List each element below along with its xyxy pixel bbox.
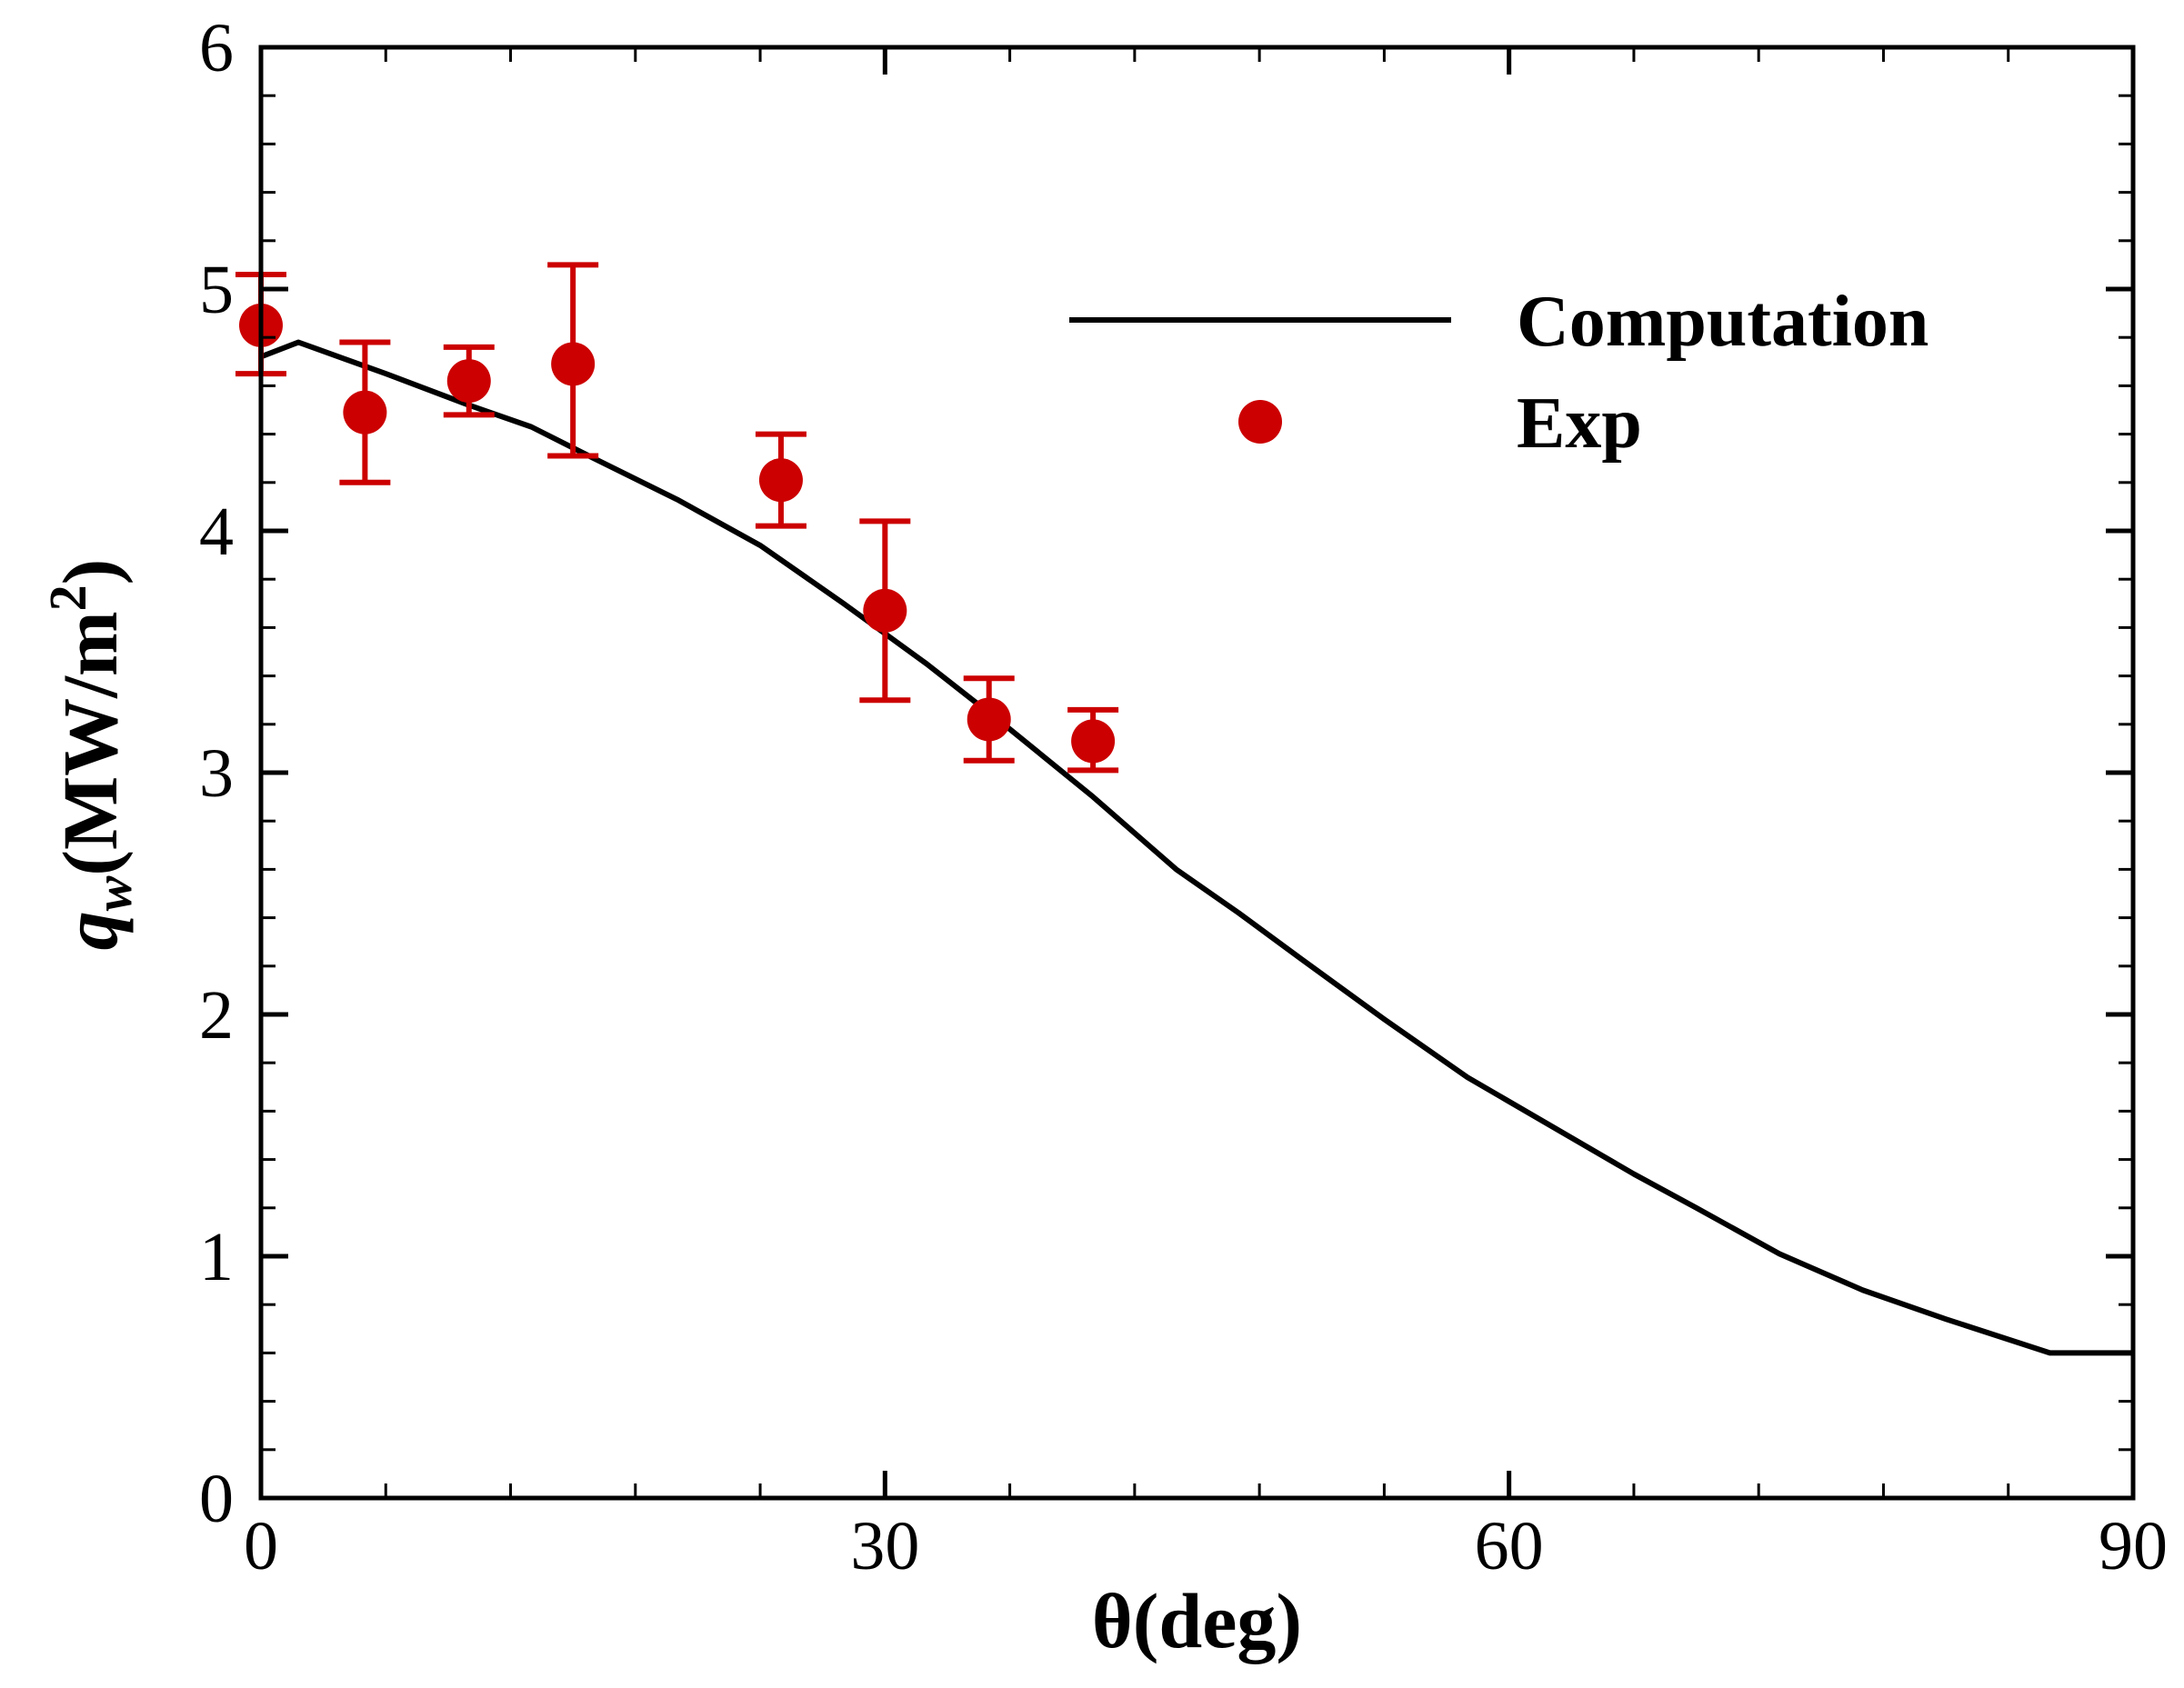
plot-frame xyxy=(258,45,2136,1501)
experiment-series xyxy=(235,262,1119,774)
legend-computation-label: Computation xyxy=(1517,282,1929,362)
y-tick-label: 1 xyxy=(199,1219,234,1295)
exp-marker xyxy=(863,588,907,633)
x-axis-title-text: θ(deg) xyxy=(1092,1577,1302,1664)
y-tick-label: 3 xyxy=(199,735,234,812)
x-tick-label: 30 xyxy=(850,1508,919,1584)
exp-data-point xyxy=(963,675,1015,764)
axis-ticks xyxy=(258,45,2136,1501)
exp-marker xyxy=(551,342,596,386)
y-axis-units-close: ) xyxy=(46,559,134,585)
y-tick-label: 0 xyxy=(199,1461,234,1537)
legend: Computation Exp xyxy=(1069,282,1929,464)
y-tick-label: 5 xyxy=(199,252,234,328)
exp-data-point xyxy=(339,339,391,485)
y-tick-label: 2 xyxy=(199,977,234,1054)
exp-marker xyxy=(967,697,1011,742)
exp-marker xyxy=(446,359,491,404)
exp-data-point xyxy=(755,431,806,529)
exp-data-point xyxy=(443,344,495,418)
exp-marker xyxy=(343,390,387,434)
legend-exp-label: Exp xyxy=(1517,384,1642,464)
x-tick-label: 60 xyxy=(1475,1508,1544,1584)
computation-line xyxy=(259,339,2133,1356)
exp-data-point xyxy=(547,262,599,459)
computation-series xyxy=(259,339,2133,1356)
x-tick-label: 0 xyxy=(244,1508,278,1584)
y-axis-symbol: q xyxy=(46,911,134,950)
y-axis-units: (MW/m xyxy=(46,611,134,875)
exp-data-point xyxy=(859,518,911,704)
y-axis-subscript: w xyxy=(84,875,143,911)
exp-marker xyxy=(758,458,803,503)
x-axis-title: θ(deg) xyxy=(1092,1577,1302,1664)
exp-marker xyxy=(1071,719,1116,764)
legend-exp-marker xyxy=(1238,400,1282,444)
y-axis-title: qw(MW/m2) xyxy=(38,559,143,951)
exp-data-point xyxy=(1067,706,1119,774)
x-tick-label: 90 xyxy=(2099,1508,2168,1584)
y-tick-label: 4 xyxy=(199,494,234,570)
tick-labels: 0 30 60 90 0 1 2 3 4 5 6 xyxy=(199,10,2168,1584)
y-tick-label: 6 xyxy=(199,10,234,86)
y-axis-units-superscript: 2 xyxy=(38,584,97,611)
